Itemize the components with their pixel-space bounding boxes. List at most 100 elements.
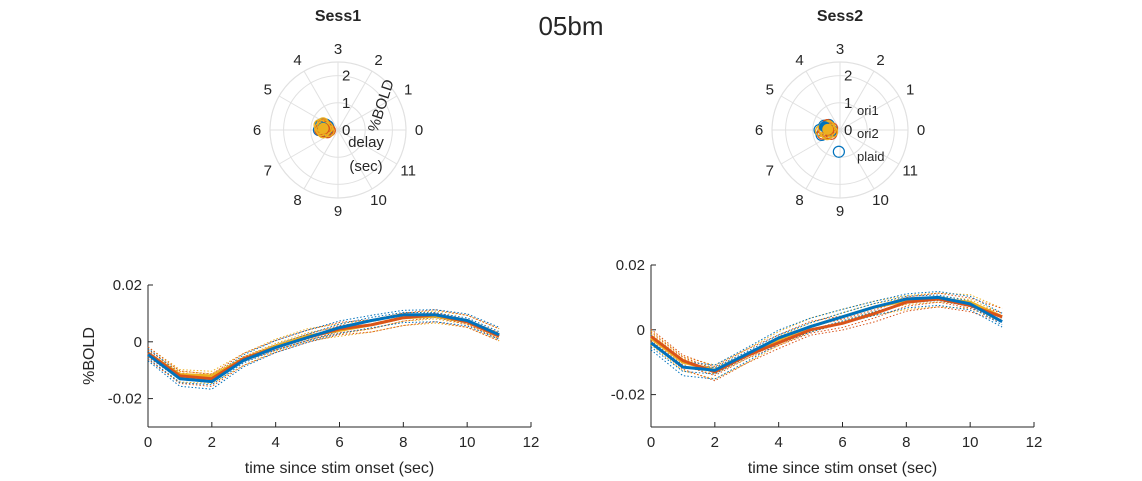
theta-tick-label: 6: [755, 122, 763, 139]
individual-trace-dotted: [147, 312, 500, 377]
legend-entry: plaid: [857, 149, 884, 164]
individual-trace-dotted: [147, 311, 500, 380]
x-axis-label: time since stim onset (sec): [748, 460, 937, 477]
theta-tick-label: 7: [264, 163, 272, 180]
theta-tick-label: 6: [253, 122, 261, 139]
theta-tick-label: 5: [766, 82, 774, 99]
x-tick-label: 12: [523, 434, 540, 451]
individual-trace-dotted: [147, 321, 500, 387]
polar-spoke: [337, 70, 373, 131]
y-tick-label: -0.02: [611, 387, 645, 404]
individual-trace-dotted: [650, 292, 1003, 366]
x-tick-label: 0: [647, 434, 655, 451]
x-tick-label: 4: [774, 434, 782, 451]
mean-trace-line: [650, 297, 1003, 374]
polar-data-point: [832, 145, 845, 158]
theta-tick-label: 10: [370, 192, 387, 209]
polar-plot-title: Sess1: [315, 8, 361, 25]
x-tick-label: 6: [335, 434, 343, 451]
x-tick-label: 2: [711, 434, 719, 451]
polar-spoke: [303, 70, 339, 131]
x-tick-label: 8: [399, 434, 407, 451]
theta-tick-label: 8: [795, 192, 803, 209]
individual-trace-dotted: [650, 301, 1003, 375]
y-axis-label: %BOLD: [81, 327, 98, 385]
individual-trace-dotted: [147, 309, 500, 375]
legend-entry: ori1: [857, 103, 879, 118]
theta-tick-label: 3: [334, 41, 342, 58]
theta-tick-label: 9: [334, 203, 342, 220]
individual-trace-dotted: [650, 306, 1003, 382]
polar-spoke: [337, 95, 398, 131]
theta-tick-label: 11: [400, 163, 416, 180]
mean-trace-line: [147, 313, 500, 384]
r-tick-label: 2: [342, 68, 350, 85]
individual-trace-dotted: [147, 309, 500, 378]
individual-trace-dotted: [650, 294, 1003, 369]
polar-spoke: [839, 129, 875, 190]
y-tick-label: 0.02: [616, 257, 645, 274]
theta-tick-label: 4: [795, 52, 803, 69]
theta-axis-label-unit: (sec): [349, 158, 382, 175]
polar-spoke: [805, 129, 841, 190]
y-tick-label: 0: [637, 322, 645, 339]
theta-tick-label: 2: [876, 52, 884, 69]
individual-trace-dotted: [650, 292, 1003, 368]
mean-trace-line: [650, 297, 1003, 372]
theta-tick-label: 7: [766, 163, 774, 180]
theta-tick-label: 9: [836, 203, 844, 220]
legend-entry: ori2: [857, 126, 879, 141]
line-plot-sess2: 0 2 4 6 8 10 12 -0.02 0 0.02 time since stim onset…: [611, 257, 1043, 477]
polar-mean-point: [822, 123, 834, 135]
x-tick-label: 10: [962, 434, 979, 451]
x-axis-label: time since stim onset (sec): [245, 460, 434, 477]
x-tick-label: 0: [144, 434, 152, 451]
individual-trace-dotted: [650, 290, 1003, 366]
theta-tick-label: 4: [293, 52, 301, 69]
r-tick-label: 1: [844, 95, 852, 112]
polar-spoke: [337, 129, 373, 190]
polar-spoke: [839, 129, 900, 165]
mean-trace-line: [147, 313, 500, 381]
theta-tick-label: 5: [264, 82, 272, 99]
x-tick-label: 6: [838, 434, 846, 451]
individual-trace-dotted: [147, 316, 500, 386]
figure-title: 05bm: [538, 11, 603, 41]
polar-plot-title: Sess2: [817, 8, 863, 25]
r-tick-label: 1: [342, 95, 350, 112]
polar-spoke: [337, 129, 398, 165]
polar-spoke: [839, 70, 875, 131]
individual-trace-dotted: [147, 316, 500, 383]
individual-trace-dotted: [650, 299, 1003, 375]
individual-trace-dotted: [650, 301, 1003, 377]
individual-trace-dotted: [147, 313, 500, 375]
y-tick-label: -0.02: [108, 391, 142, 408]
theta-tick-label: 1: [906, 82, 914, 99]
y-tick-label: 0.02: [113, 277, 142, 294]
theta-axis-label: delay: [348, 134, 384, 151]
polar-mean-point: [317, 122, 329, 134]
theta-tick-label: 11: [902, 163, 918, 180]
theta-tick-label: 0: [415, 122, 423, 139]
r-tick-label: 0: [844, 122, 852, 139]
line-plot-sess1: 0 2 4 6 8 10 12 -0.02 0 0.02 time since stim onset…: [81, 277, 539, 477]
x-tick-label: 12: [1026, 434, 1043, 451]
x-tick-label: 10: [459, 434, 476, 451]
y-tick-label: 0: [134, 334, 142, 351]
polar-spoke: [805, 70, 841, 131]
theta-tick-label: 8: [293, 192, 301, 209]
theta-tick-label: 10: [872, 192, 889, 209]
x-tick-label: 8: [902, 434, 910, 451]
r-tick-label: 2: [844, 68, 852, 85]
individual-trace-dotted: [147, 318, 500, 380]
individual-trace-dotted: [147, 321, 500, 390]
polar-spoke: [839, 95, 900, 131]
theta-tick-label: 0: [917, 122, 925, 139]
theta-tick-label: 1: [404, 82, 412, 99]
x-tick-label: 2: [208, 434, 216, 451]
theta-tick-label: 2: [374, 52, 382, 69]
individual-trace-dotted: [147, 310, 500, 372]
